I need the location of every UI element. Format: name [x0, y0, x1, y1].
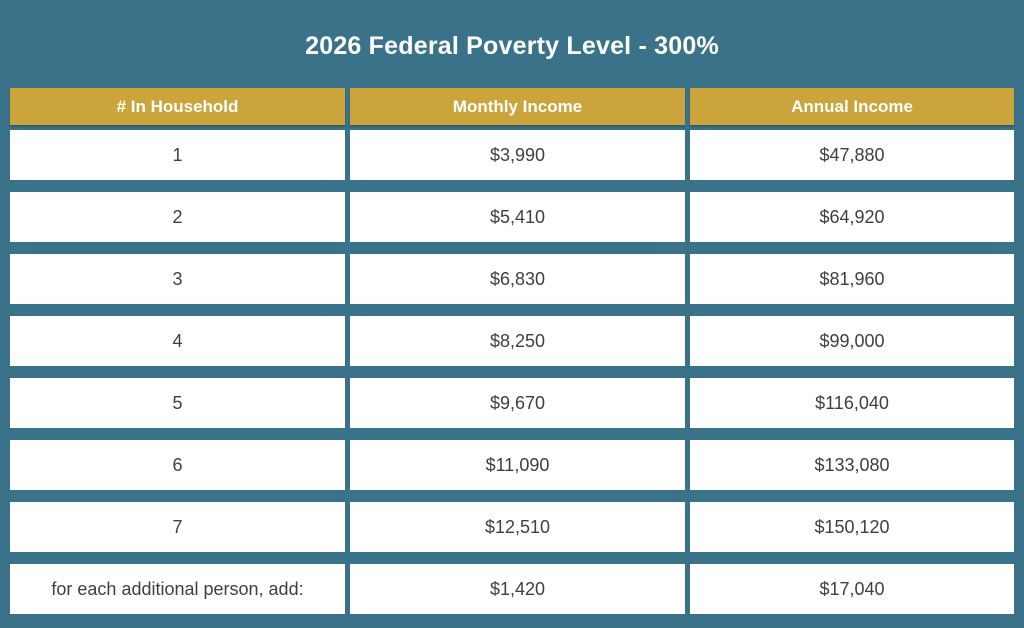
table-cell-monthly-5: $9,670: [350, 378, 685, 428]
table-cell-annual-2: $64,920: [690, 192, 1014, 242]
table-cell-additional-monthly: $1,420: [350, 564, 685, 614]
table-header-row: # In Household Monthly Income Annual Inc…: [10, 88, 1014, 125]
header-cell-monthly-income: Monthly Income: [350, 88, 685, 125]
table-cell-annual-6: $133,080: [690, 440, 1014, 490]
table-cell-annual-3: $81,960: [690, 254, 1014, 304]
table-cell-monthly-3: $6,830: [350, 254, 685, 304]
table-cell-household-6: 6: [10, 440, 345, 490]
poverty-level-table: # In Household Monthly Income Annual Inc…: [10, 88, 1014, 614]
table-cell-household-1: 1: [10, 130, 345, 180]
table-cell-monthly-7: $12,510: [350, 502, 685, 552]
table-cell-annual-1: $47,880: [690, 130, 1014, 180]
table-cell-household-7: 7: [10, 502, 345, 552]
table-cell-additional-person-label: for each additional person, add:: [10, 564, 345, 614]
table-cell-monthly-4: $8,250: [350, 316, 685, 366]
table-cell-monthly-2: $5,410: [350, 192, 685, 242]
page-title: 2026 Federal Poverty Level - 300%: [305, 32, 719, 60]
table-body: 1 $3,990 $47,880 2 $5,410 $64,920 3 $6,8…: [10, 130, 1014, 614]
table-cell-annual-5: $116,040: [690, 378, 1014, 428]
table-cell-annual-7: $150,120: [690, 502, 1014, 552]
header-cell-annual-income: Annual Income: [690, 88, 1014, 125]
table-cell-household-3: 3: [10, 254, 345, 304]
table-cell-monthly-6: $11,090: [350, 440, 685, 490]
header-cell-household: # In Household: [10, 88, 345, 125]
table-cell-household-4: 4: [10, 316, 345, 366]
table-cell-monthly-1: $3,990: [350, 130, 685, 180]
table-cell-household-5: 5: [10, 378, 345, 428]
table-cell-household-2: 2: [10, 192, 345, 242]
table-cell-annual-4: $99,000: [690, 316, 1014, 366]
table-cell-additional-annual: $17,040: [690, 564, 1014, 614]
